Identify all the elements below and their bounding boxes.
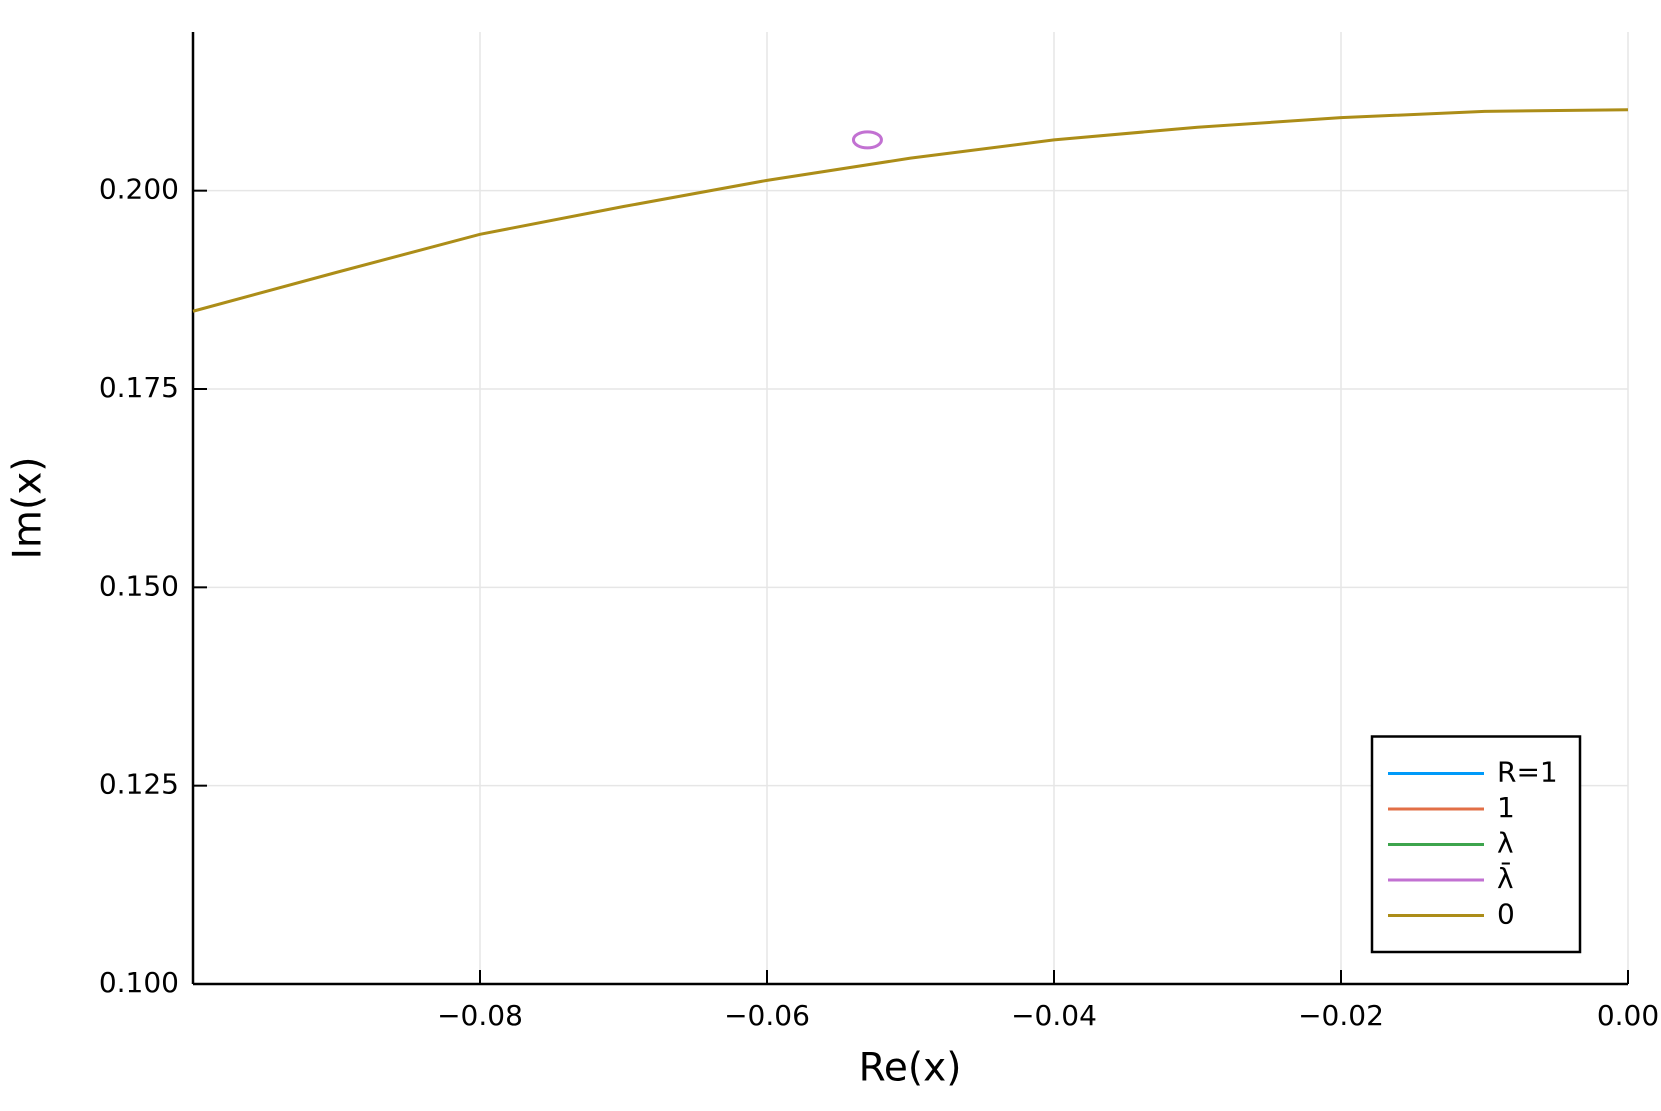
y-tick-label: 0.100	[99, 966, 179, 999]
legend-label: 1	[1497, 791, 1515, 824]
y-tick-label: 0.125	[99, 768, 179, 801]
x-tick-label: −0.02	[1298, 999, 1384, 1032]
legend-label: R=1	[1497, 756, 1558, 789]
x-axis-label: Re(x)	[859, 1046, 962, 1091]
legend-label: 0	[1497, 898, 1515, 931]
legend-label: λ̄	[1497, 861, 1514, 895]
x-tick-label: 0.00	[1597, 999, 1659, 1032]
x-tick-label: −0.08	[437, 999, 523, 1032]
series-line	[192, 108, 1629, 313]
x-tick-label: −0.06	[724, 999, 810, 1032]
legend-label: λ	[1497, 827, 1514, 860]
x-tick-label: −0.04	[1011, 999, 1097, 1032]
marker	[851, 130, 883, 150]
y-tick-label: 0.150	[99, 569, 179, 602]
y-tick-label: 0.175	[99, 371, 179, 404]
y-axis-label: Im(x)	[6, 456, 51, 559]
y-tick-label: 0.200	[99, 173, 179, 206]
